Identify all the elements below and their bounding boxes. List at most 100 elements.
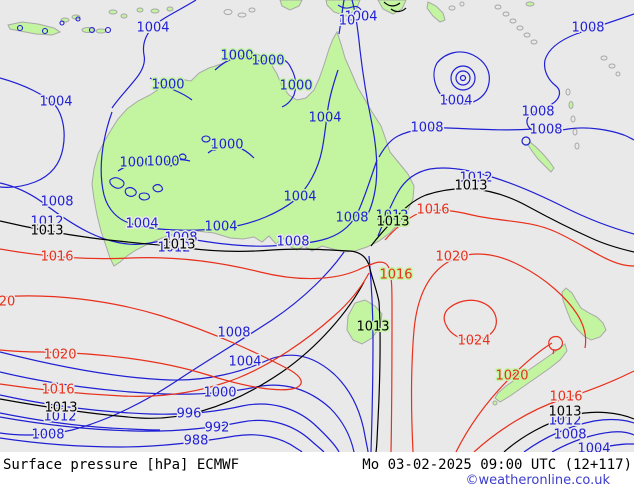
- island: [525, 1, 535, 7]
- pressure-label: 1013: [454, 179, 487, 194]
- pressure-label: 1000: [203, 386, 236, 401]
- pressure-label: 1013: [162, 238, 195, 253]
- pressure-label: 1008: [410, 121, 443, 136]
- pressure-label: 1020: [435, 250, 468, 265]
- pressure-label: 20: [0, 295, 15, 310]
- pressure-label: 992: [205, 421, 230, 436]
- pressure-label: 1004: [439, 94, 472, 109]
- png-contour-b: [390, 7, 407, 13]
- footer-bar: Surface pressure [hPa] ECMWF Mo 03-02-20…: [0, 452, 634, 490]
- island: [166, 6, 174, 12]
- isobar-1000-top-end: [214, 55, 297, 108]
- pressure-label: 1008: [276, 235, 309, 250]
- isobar-torres-stub: [338, 0, 345, 35]
- isobar-1016-lower-left: [0, 272, 370, 397]
- pressure-label: 1012: [459, 171, 492, 186]
- pressure-label: 1000: [119, 156, 152, 171]
- pressure-label: 1000: [146, 155, 179, 170]
- land-new-guinea-west: [279, 0, 303, 11]
- isobar-1004-west-ridge: [0, 77, 65, 188]
- pressure-label: 10: [339, 14, 356, 29]
- pressure-label: 1004: [283, 190, 316, 205]
- copyright-credit: ©weatheronline.co.uk: [465, 473, 610, 488]
- cyclone-center: [459, 74, 467, 82]
- isobars-black: [0, 1, 634, 452]
- pressure-label: 1004: [204, 220, 237, 235]
- isobar-1004-cape-york: [351, 0, 378, 222]
- isobar-1016-tasman-north: [384, 209, 634, 267]
- pressure-label: 1004: [136, 21, 169, 36]
- pressure-label: 1012: [548, 414, 581, 429]
- island: [120, 13, 128, 19]
- island-vanuatu: [568, 101, 574, 109]
- pressure-label: 1000: [210, 138, 243, 153]
- pressure-label: 1008: [40, 195, 73, 210]
- pressure-label: 1012: [43, 410, 76, 425]
- isobar-1004-bottom-right: [581, 443, 634, 452]
- pressure-label: 1004: [125, 217, 158, 232]
- run-timestamp: Mo 03-02-2025 09:00 UTC (12+117): [362, 457, 632, 473]
- lakes-layer: [16, 4, 362, 201]
- cyclone-outer-ring: [433, 51, 490, 105]
- isobar-1020-southwest-high: [0, 295, 302, 391]
- pressure-label: 1004: [577, 442, 610, 453]
- pressure-label: 1008: [571, 21, 604, 36]
- isobar-1004-continental: [100, 69, 339, 231]
- isobar-988-fan: [0, 434, 303, 452]
- png-contour-a: [383, 1, 401, 7]
- land-new-britain: [426, 1, 446, 23]
- isobar-cook-strait-cell: [548, 335, 563, 351]
- minor-islands-gray: [223, 1, 621, 150]
- pressure-label: 1008: [335, 211, 368, 226]
- isobar-1008-coral-sea-west: [378, 127, 533, 158]
- isobars-red: [0, 209, 634, 452]
- pressure-label: 1016: [416, 203, 449, 218]
- pressure-label: 1000: [220, 49, 253, 64]
- isobar-1016-bottom-right: [473, 370, 634, 452]
- isobar-1024-closed-high: [443, 299, 497, 341]
- pressure-label: 1000: [251, 54, 284, 69]
- pressure-label: 996: [177, 407, 202, 422]
- island: [150, 8, 160, 14]
- isobar-996-fan: [0, 394, 340, 452]
- pressure-label: 1016: [41, 383, 74, 398]
- pressure-label: 1008: [553, 428, 586, 443]
- pressure-label: 1008: [217, 326, 250, 341]
- isobar-1000-fan: [0, 371, 355, 452]
- pressure-label: 1013: [44, 401, 77, 416]
- isobar-1013-south-of-high: [0, 281, 365, 419]
- pressure-label: 1013: [376, 215, 409, 230]
- pressure-label: 1008: [164, 231, 197, 246]
- isobar-1013-southwest: [0, 220, 381, 452]
- isobar-1012-tasmania-east: [368, 255, 374, 452]
- pressure-label: 1004: [39, 95, 72, 110]
- land-nz-south-island: [494, 343, 568, 403]
- pressure-label: 1016: [549, 390, 582, 405]
- island-sumba: [81, 27, 95, 33]
- pressure-label: 1000: [151, 78, 184, 93]
- pressure-label: 1008: [529, 123, 562, 138]
- land-new-caledonia: [527, 141, 555, 173]
- pressure-label: 1013: [548, 405, 581, 420]
- product-title: Surface pressure [hPa] ECMWF: [3, 457, 240, 473]
- isobar-1000-interior-b: [207, 145, 255, 159]
- pressure-label: 1004: [308, 111, 341, 126]
- pressure-label: 1013: [356, 320, 389, 335]
- isobar-1020-nz-south: [455, 342, 553, 452]
- pressure-label: 1016: [379, 268, 412, 283]
- isobar-1000-interior-a: [117, 158, 191, 172]
- pressure-map: 1004 1004 1004 10 1008 1000 1000 1000 1000 1000 10…: [0, 0, 634, 452]
- land-stewart-island: [492, 400, 498, 406]
- pressure-label: 1000: [279, 79, 312, 94]
- isobar-1008-south: [0, 159, 378, 247]
- island: [108, 9, 118, 15]
- isobar-1008-bottom-right: [551, 431, 634, 452]
- pressure-label: 1012: [30, 215, 63, 230]
- pressure-label: 1012: [375, 209, 408, 224]
- land-nz-north-island: [561, 287, 607, 341]
- pressure-label: 1004: [344, 10, 377, 25]
- isobar-1008-coral-sea-east: [526, 13, 634, 141]
- pressure-label: 1016: [40, 250, 73, 265]
- island: [136, 7, 144, 13]
